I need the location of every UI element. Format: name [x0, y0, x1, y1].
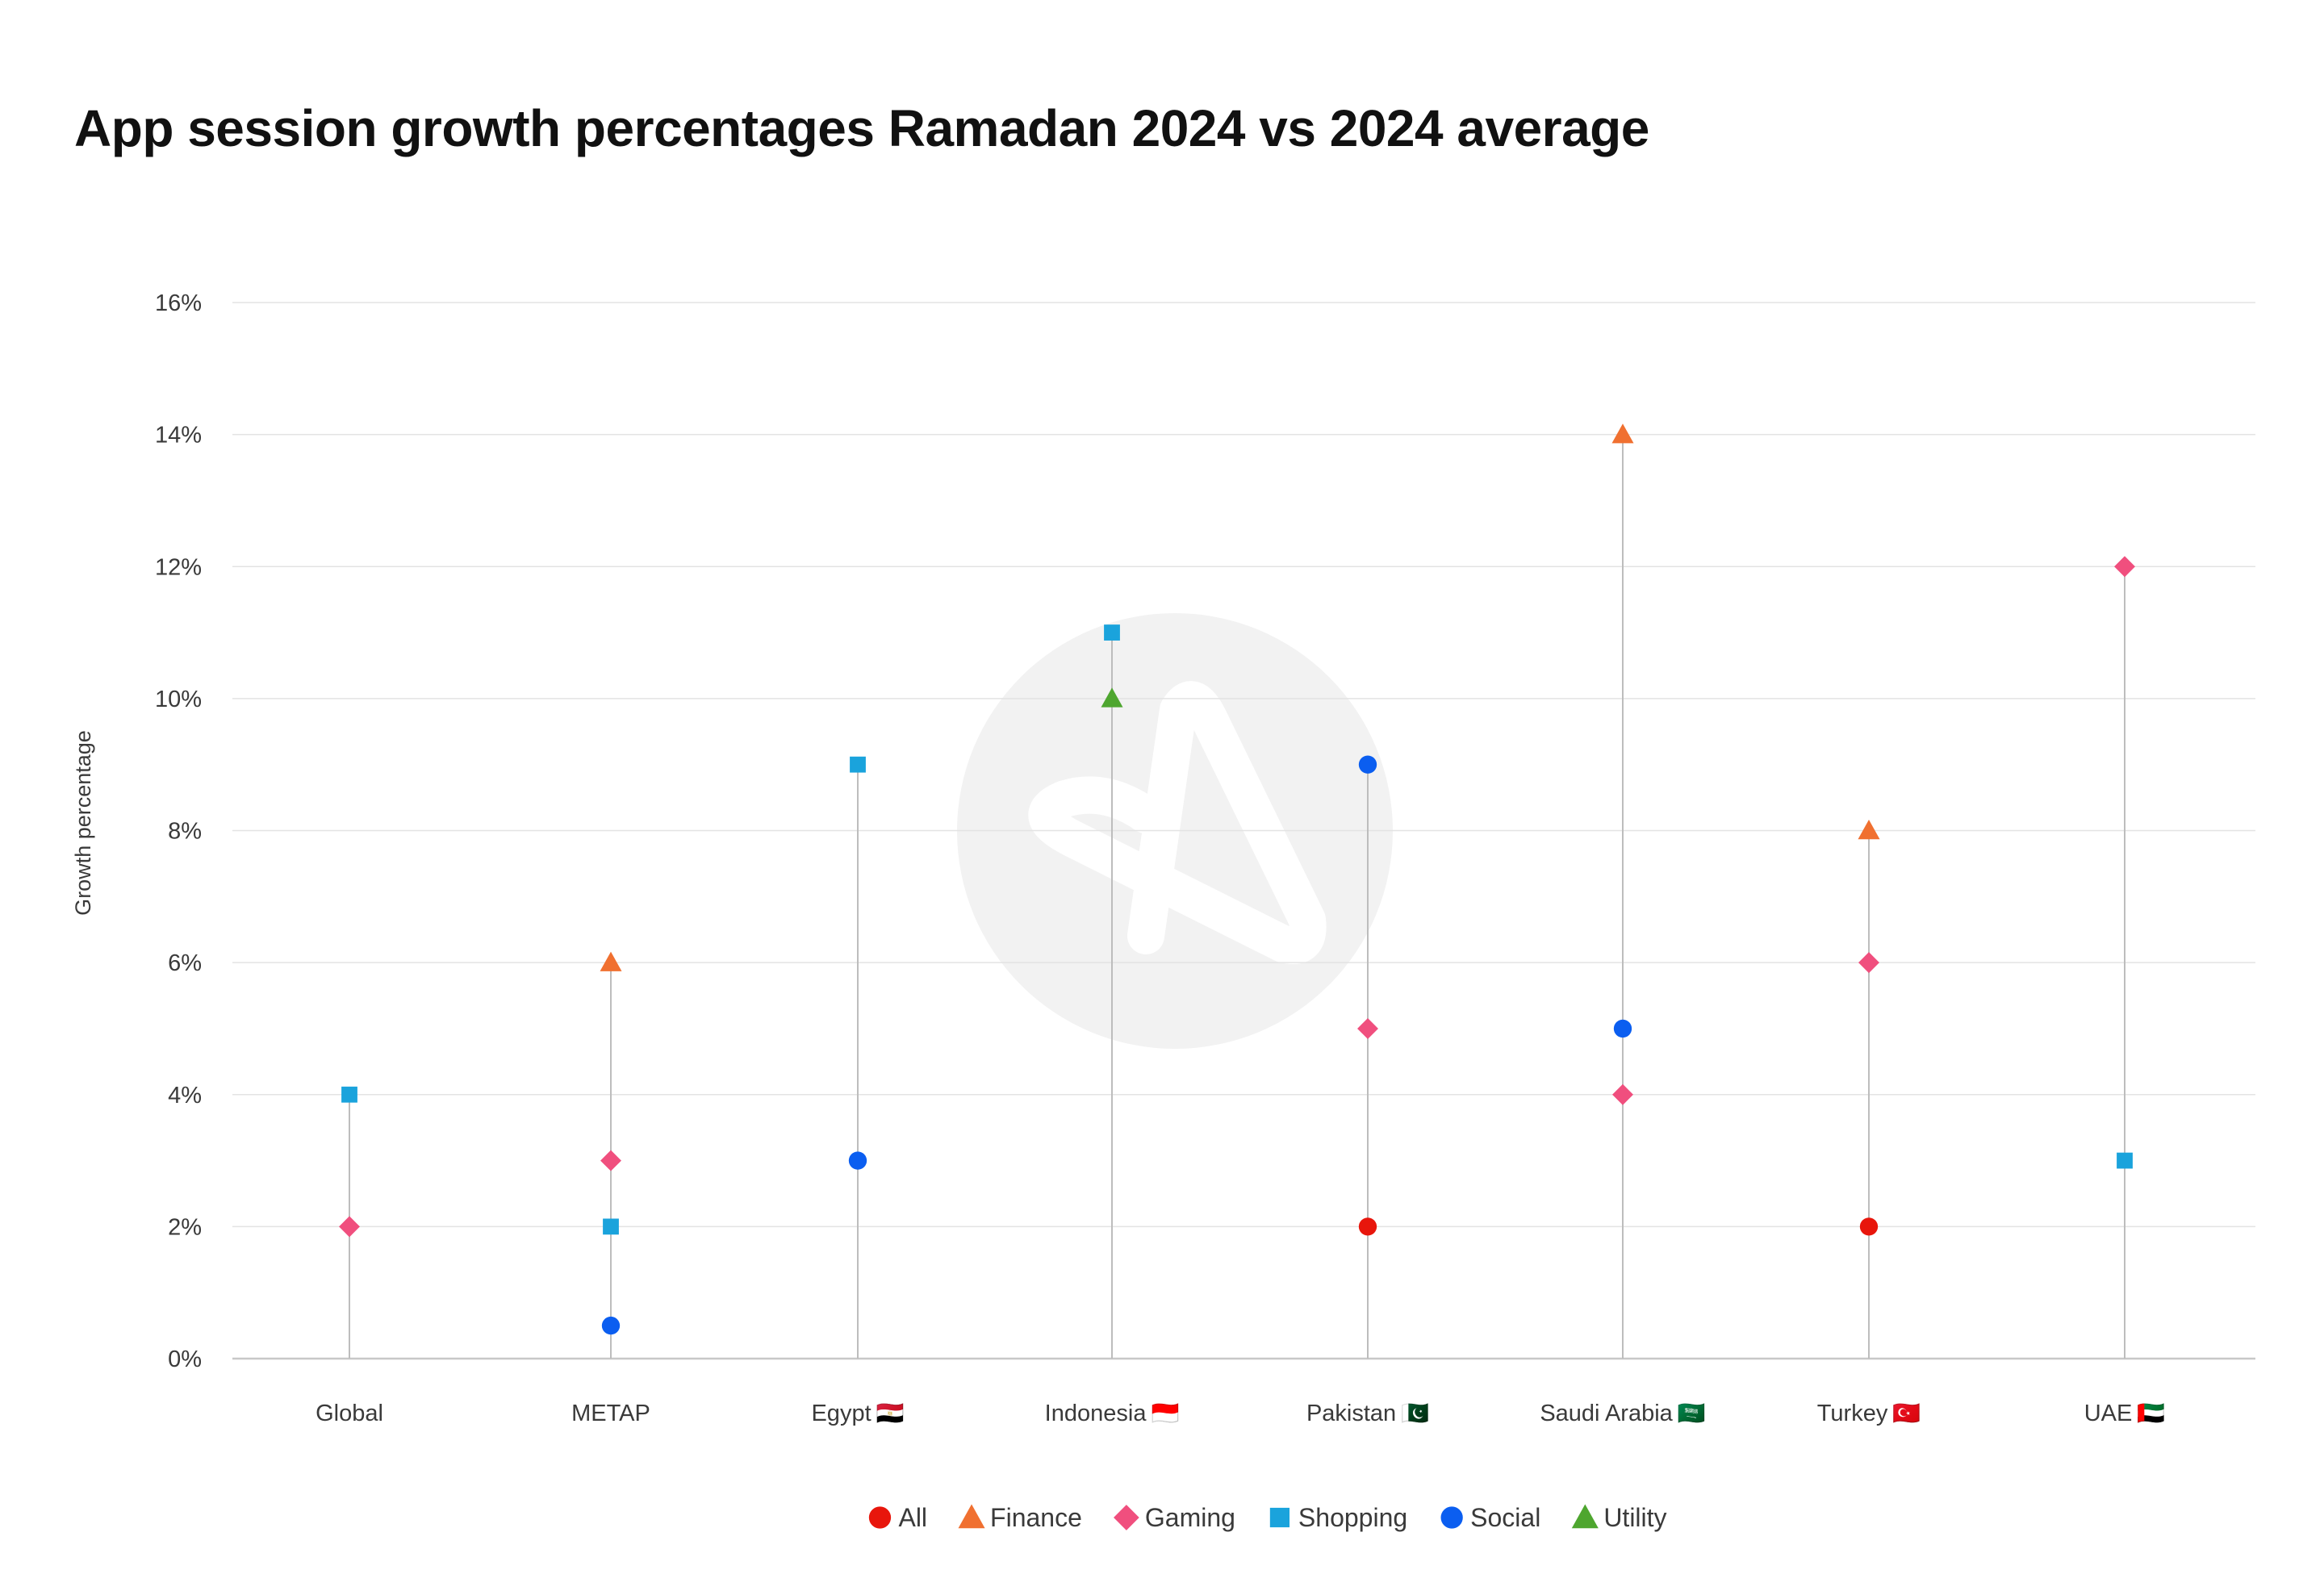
legend-item-finance[interactable]: Finance	[958, 1503, 1082, 1532]
y-tick-label: 10%	[155, 687, 202, 712]
legend-label-finance: Finance	[990, 1503, 1082, 1532]
point-shopping	[1104, 624, 1120, 641]
point-shopping	[603, 1218, 619, 1235]
y-tick-label: 0%	[168, 1347, 202, 1372]
y-tick-label: 12%	[155, 554, 202, 580]
legend-marker-all	[868, 1506, 892, 1529]
legend-marker-finance	[958, 1504, 985, 1529]
legend-label-all: All	[898, 1503, 927, 1532]
x-tick-label: Saudi Arabia 🇸🇦	[1540, 1400, 1705, 1426]
legend-marker-shopping	[1269, 1507, 1290, 1528]
point-gaming	[2114, 556, 2135, 578]
point-all	[1358, 1217, 1377, 1236]
chart-title: App session growth percentages Ramadan 2…	[74, 99, 1649, 157]
legend-marker-utility	[1571, 1504, 1599, 1529]
legend-item-social[interactable]: Social	[1440, 1503, 1541, 1532]
legend-item-all[interactable]: All	[868, 1503, 927, 1532]
legend: All Finance Gaming Shopping Social Utility	[868, 1503, 1667, 1532]
point-gaming	[1357, 1017, 1378, 1039]
y-tick-label: 16%	[155, 290, 202, 316]
legend-marker-social	[1440, 1506, 1463, 1529]
point-shopping	[850, 756, 866, 773]
x-tick-label: Egypt 🇪🇬	[811, 1400, 904, 1426]
legend-label-shopping: Shopping	[1298, 1503, 1407, 1532]
y-tick-label: 4%	[168, 1083, 202, 1109]
point-gaming	[339, 1216, 360, 1238]
x-tick-label: UAE 🇦🇪	[2084, 1400, 2166, 1426]
legend-item-utility[interactable]: Utility	[1571, 1503, 1667, 1532]
point-shopping	[341, 1086, 357, 1103]
legend-label-gaming: Gaming	[1145, 1503, 1235, 1532]
x-tick-label: Indonesia 🇮🇩	[1045, 1400, 1180, 1426]
point-social	[1613, 1019, 1632, 1038]
point-social	[848, 1151, 867, 1170]
legend-item-gaming[interactable]: Gaming	[1114, 1503, 1235, 1532]
point-finance	[1611, 424, 1634, 444]
x-tick-label: METAP	[571, 1401, 650, 1426]
data-markers	[339, 424, 2135, 1335]
point-all	[1859, 1217, 1879, 1236]
point-finance	[1858, 820, 1880, 840]
y-tick-label: 2%	[168, 1214, 202, 1240]
point-shopping	[2117, 1152, 2133, 1169]
legend-item-shopping[interactable]: Shopping	[1269, 1503, 1407, 1532]
point-gaming	[1858, 952, 1879, 974]
legend-label-social: Social	[1470, 1503, 1540, 1532]
y-tick-label: 14%	[155, 423, 202, 449]
x-axis-ticks: Global METAP Egypt 🇪🇬 Indonesia 🇮🇩 Pakistan 🇵🇰 S…	[316, 1400, 2165, 1426]
point-gaming	[600, 1150, 621, 1171]
point-gaming	[1612, 1084, 1633, 1105]
point-social	[1358, 755, 1377, 774]
y-tick-label: 8%	[168, 819, 202, 845]
y-axis-title: Growth percentage	[71, 730, 95, 916]
point-utility	[1101, 687, 1123, 708]
x-tick-label: Global	[316, 1401, 383, 1426]
point-social	[601, 1316, 621, 1335]
grid-lines	[232, 302, 2255, 1360]
legend-marker-gaming	[1114, 1505, 1139, 1530]
legend-label-utility: Utility	[1603, 1503, 1666, 1532]
y-tick-label: 6%	[168, 950, 202, 976]
y-axis-ticks: 0% 2% 4% 6% 8% 10% 12% 14% 16%	[155, 290, 202, 1372]
x-tick-label: Pakistan 🇵🇰	[1306, 1400, 1429, 1426]
x-tick-label: Turkey 🇹🇷	[1817, 1400, 1921, 1426]
point-finance	[600, 951, 622, 971]
